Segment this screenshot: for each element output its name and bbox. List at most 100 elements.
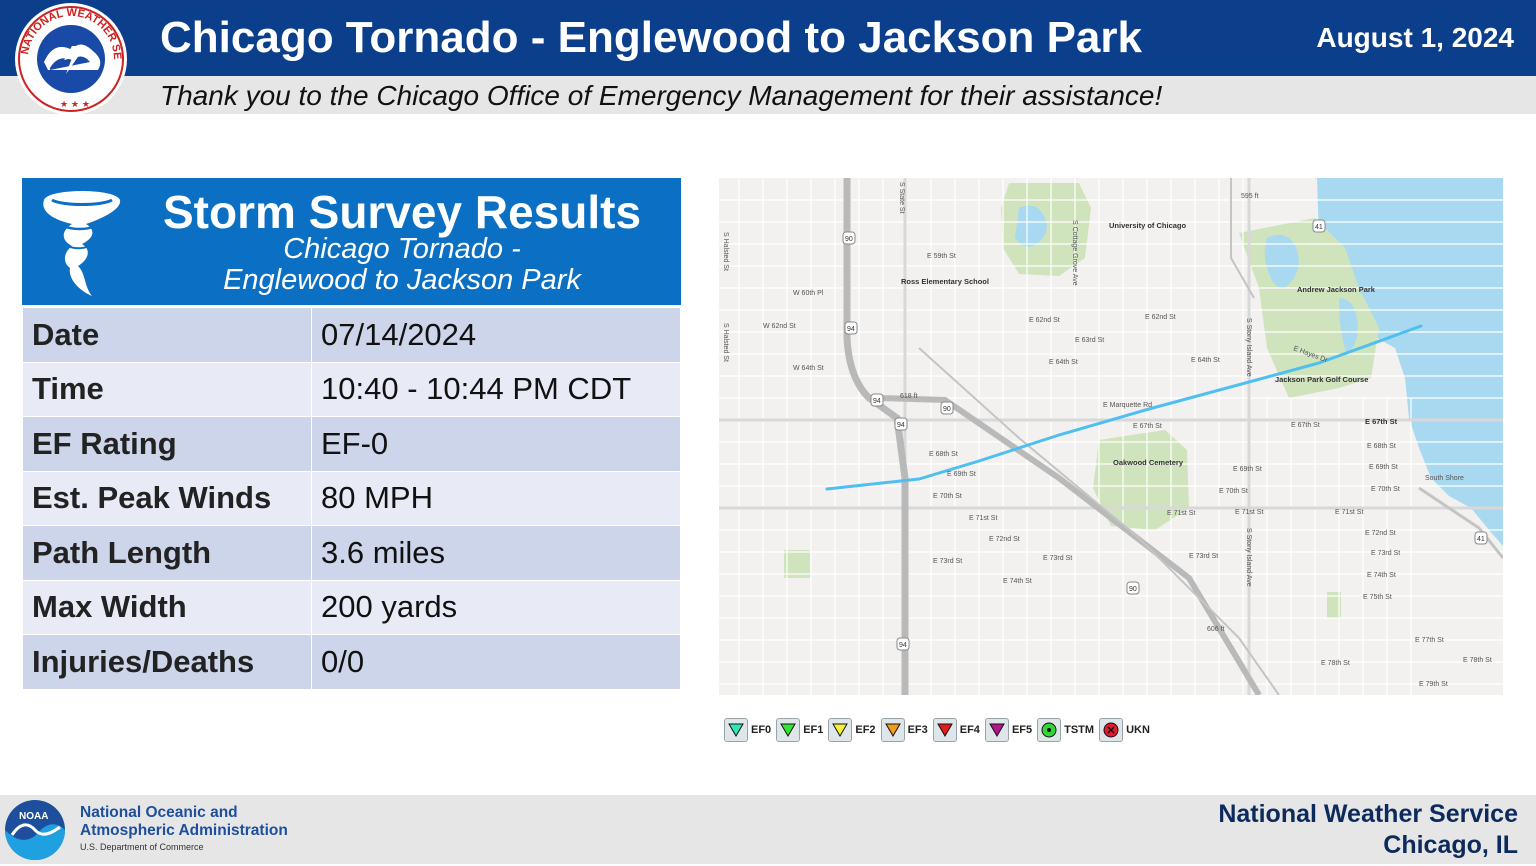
map-label-e71: E 71st St [969,515,997,522]
down-triangle-icon [880,718,905,742]
map-label-e70b: E 70th St [1219,488,1248,495]
header-date: August 1, 2024 [1316,22,1514,53]
map-label-e72b: E 72nd St [1365,530,1396,537]
map-label-e71b: E 71st St [1167,510,1195,517]
thanks-note: Thank you to the Chicago Office of Emerg… [160,80,1163,111]
park-lagoon [1015,205,1047,247]
legend-label: EF1 [803,724,824,736]
legend-label: EF2 [855,724,876,736]
map-label-e69b: E 69th St [1233,466,1262,473]
legend-item-ef5: EF5 [984,718,1033,742]
map-label-618: 618 ft [900,393,918,400]
map-label-oakwood: Oakwood Cemetery [1113,458,1184,467]
map-label-e67: E 67th St [1133,423,1162,430]
noaa-name: National Oceanic and Atmospheric Adminis… [80,804,288,840]
damage-track-map[interactable]: 90 94 94 90 94 90 94 41 [719,178,1503,695]
map-label-e64: E 64th St [1049,359,1078,366]
noaa-name-line2: Atmospheric Administration [80,822,288,839]
map-label-uchicago: University of Chicago [1109,221,1187,230]
svg-text:41: 41 [1477,536,1485,543]
legend-label: EF3 [907,724,928,736]
map-label-e69c: E 69th St [1369,464,1398,471]
highway-shield: 90 [1126,581,1140,595]
highway-shield: 94 [894,417,908,431]
map-label-e67b: E 67th St [1291,422,1320,429]
map-label-stony: S Stony Island Ave [1245,318,1252,377]
map-label-606: 606 ft [1207,626,1225,633]
map-label-e64b: E 64th St [1191,357,1220,364]
down-triangle-icon [724,718,748,742]
map-label-marquette: E Marquette Rd [1103,402,1152,409]
dot-circle-icon [1037,718,1062,742]
map-label-e62: E 62nd St [1029,317,1060,324]
survey-subtitle-line2: Englewood to Jackson Park [223,264,581,296]
row-label-peak-winds: Est. Peak Winds [22,470,312,526]
map-label-w62: W 62nd St [763,323,796,330]
page-title: Chicago Tornado - Englewood to Jackson P… [160,13,1142,62]
row-value-time: 10:40 - 10:44 PM CDT [311,361,681,417]
map-label-e72: E 72nd St [989,536,1020,543]
survey-subtitle: Chicago Tornado - Englewood to Jackson P… [122,234,682,296]
map-label-south-shore: South Shore [1425,475,1464,482]
legend-item-ef2: EF2 [828,718,876,742]
map-label-e74: E 74th St [1003,578,1032,585]
legend-item-ef1: EF1 [776,718,823,742]
map-label-e68: E 68th St [929,451,958,458]
table-row: Est. Peak Winds 80 MPH [22,470,681,526]
map-label-e73: E 73rd St [933,558,962,565]
map-label-e74b: E 74th St [1367,572,1396,579]
map-label-w60: W 60th Pl [793,290,824,297]
svg-text:90: 90 [1129,586,1137,593]
legend-label: EF5 [1011,724,1033,736]
small-park [1327,592,1341,618]
svg-text:90: 90 [943,406,951,413]
legend-item-tstm: TSTM [1037,718,1094,742]
map-label-w64: W 64th St [793,365,824,372]
down-triangle-icon [776,718,801,742]
map-label-e70: E 70th St [933,493,962,500]
svg-text:94: 94 [847,326,855,333]
down-triangle-icon [828,718,853,742]
row-value-injuries: 0/0 [311,634,681,690]
nws-office: National Weather Service Chicago, IL [1218,799,1518,861]
row-label-date: Date [22,307,312,363]
map-label-e63: E 63rd St [1075,337,1104,344]
street-grid [719,178,1503,695]
map-label-e71d: E 71st St [1335,509,1363,516]
table-row: EF Rating EF-0 [22,416,681,472]
noaa-logo-icon: NOAA [4,799,66,861]
legend-label: UKN [1126,724,1150,736]
map-label-e78: E 78th St [1321,660,1350,667]
oakwood-cemetery [1093,430,1189,530]
small-park [784,550,810,578]
ef-legend: EF0 EF1 EF2 EF3 EF4 EF5 TSTM [724,717,1155,743]
legend-item-ef0: EF0 [724,718,771,742]
railroad [1230,178,1255,299]
row-label-path-length: Path Length [22,525,312,581]
map-label-halsted-b: S Halsted St [722,323,729,362]
row-label-injuries: Injuries/Deaths [22,634,312,690]
map-label-cottage: S Cottage Grove Ave [1071,220,1078,286]
lake-shore-drive [1418,486,1503,559]
jackson-park-harbor [1339,298,1358,354]
map-label-e62b: E 62nd St [1145,314,1176,321]
map-label-595: 595 ft [1241,193,1259,200]
map-label-e73c: E 73rd St [1189,553,1218,560]
map-label-e70c: E 70th St [1371,486,1400,493]
map-label-e67c: E 67th St [1365,417,1398,426]
down-triangle-icon [984,718,1009,742]
map-label-e73b: E 73rd St [1043,555,1072,562]
map-label-e69: E 69th St [947,471,976,478]
map-label-halsted: S Halsted St [722,232,729,271]
nws-logo-icon: NATIONAL WEATHER SERVICE ★ ★ ★ [10,0,128,116]
table-row: Path Length 3.6 miles [22,525,681,581]
tornado-track-line[interactable] [825,324,1423,491]
svg-text:94: 94 [899,642,907,649]
survey-table: Date 07/14/2024 Time 10:40 - 10:44 PM CD… [22,307,681,690]
highway-shield: 94 [870,393,884,407]
down-triangle-icon [932,718,957,742]
row-value-max-width: 200 yards [311,579,681,635]
x-circle-icon [1099,718,1124,742]
legend-label: EF0 [751,724,772,736]
nws-office-line2: Chicago, IL [1383,831,1518,859]
